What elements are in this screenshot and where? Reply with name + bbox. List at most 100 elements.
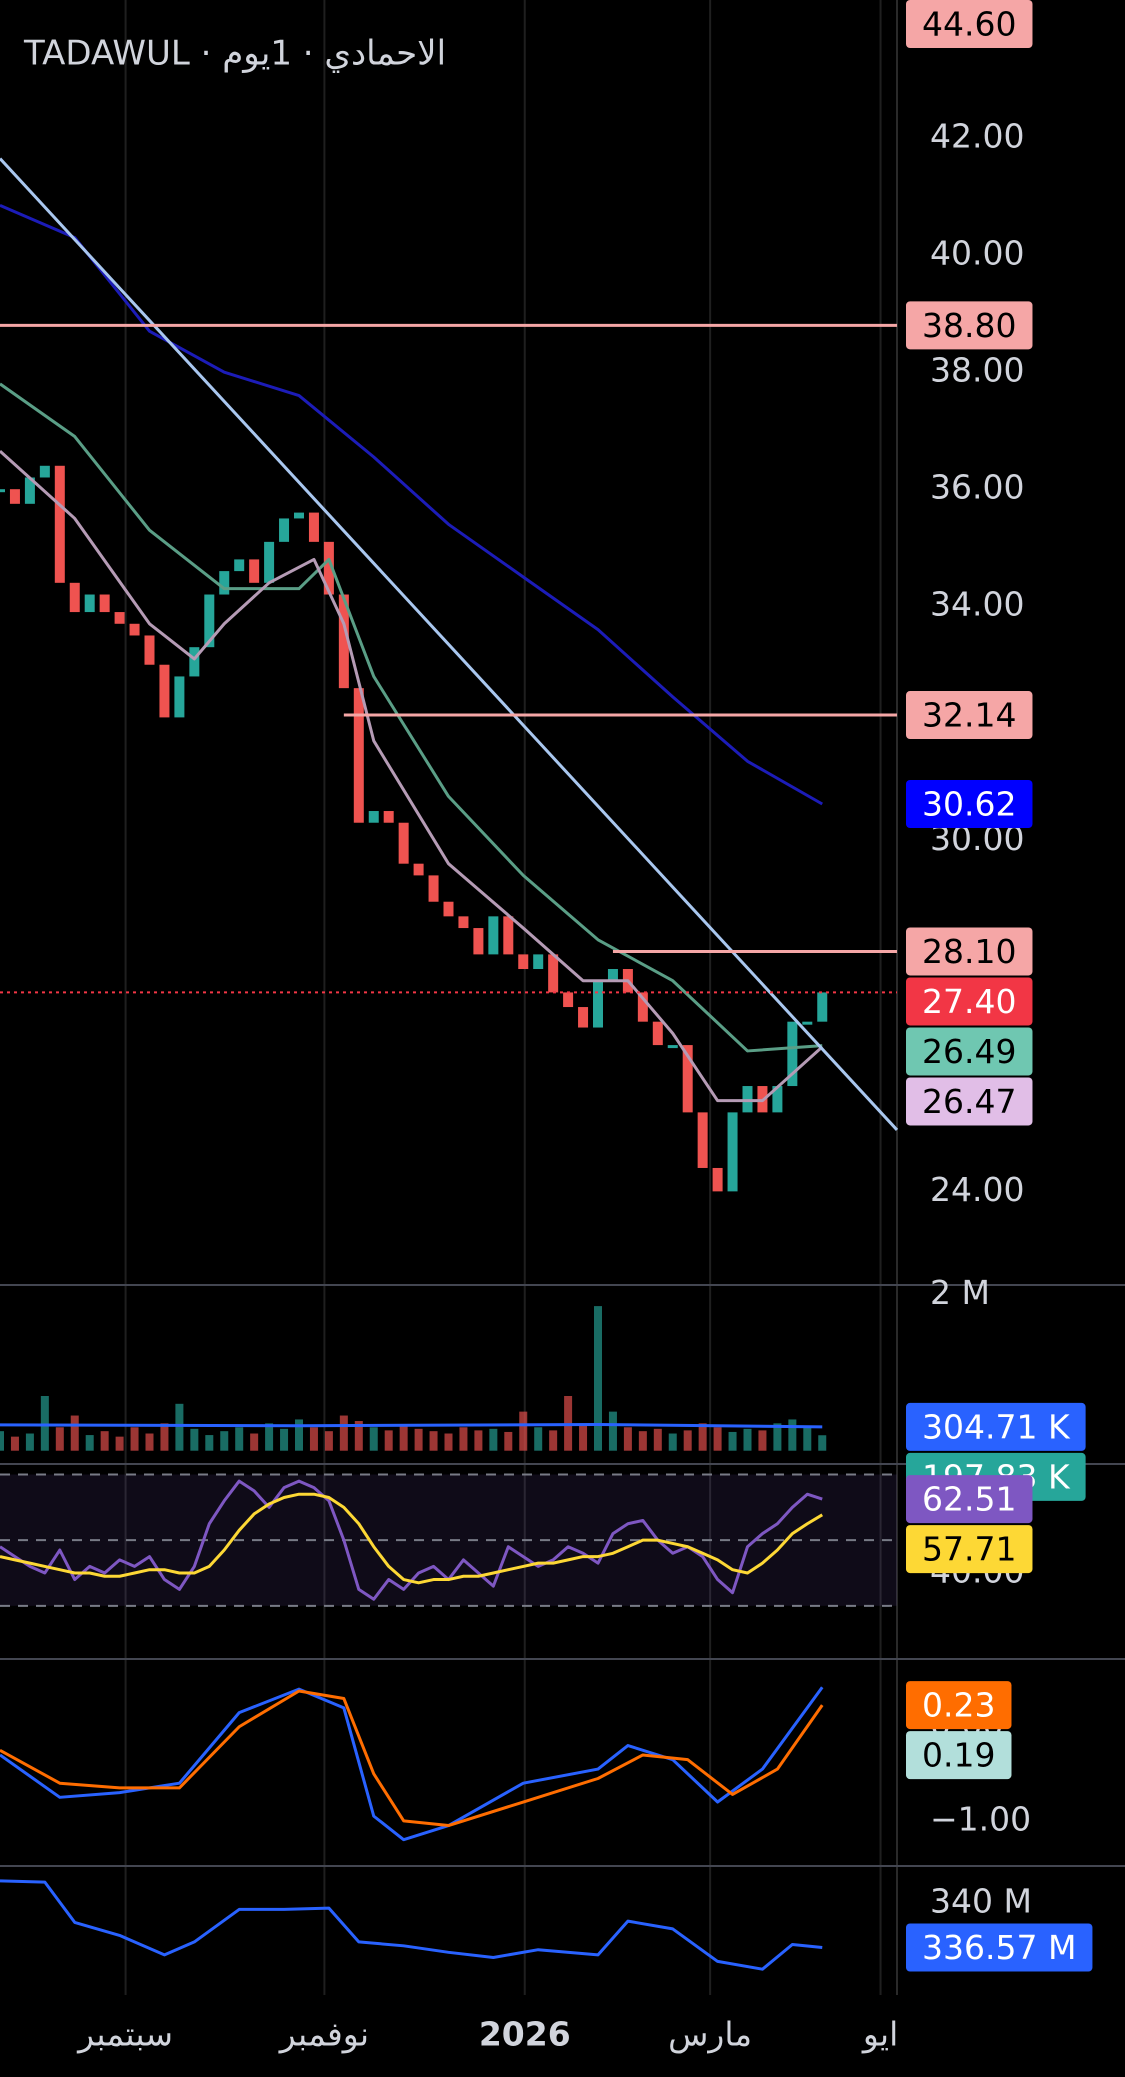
price-badge: [906, 1731, 1012, 1780]
candle: [114, 612, 125, 624]
volume-bar: [324, 1431, 333, 1451]
candle: [174, 676, 185, 718]
y-tick-label: 40.00: [930, 234, 1024, 273]
volume-bar: [205, 1435, 214, 1451]
candle: [443, 901, 454, 917]
price-badge: [906, 1027, 1033, 1076]
y-tick-label: 24.00: [930, 1170, 1024, 1209]
volume-bar: [818, 1435, 827, 1451]
candle: [787, 1021, 798, 1087]
volume-bar: [788, 1419, 797, 1451]
candle: [428, 875, 439, 902]
volume-bar: [399, 1425, 408, 1451]
candle: [84, 594, 95, 613]
candle: [24, 477, 35, 504]
volume-bar: [130, 1427, 139, 1451]
candle: [548, 954, 559, 993]
volume-bar: [489, 1428, 498, 1451]
candle: [353, 688, 364, 823]
candle: [413, 863, 424, 876]
candle: [458, 916, 469, 929]
candle: [0, 489, 5, 493]
series-line: [0, 1879, 823, 1971]
candle: [39, 465, 50, 478]
candle: [323, 541, 334, 595]
price-badge: [906, 1402, 1086, 1451]
volume-bar: [145, 1433, 154, 1451]
volume-bar: [339, 1415, 348, 1451]
y-tick-label: −1.00: [930, 1799, 1031, 1838]
price-badge-label: 27.40: [922, 982, 1016, 1021]
volume-bar: [295, 1419, 303, 1451]
candle: [54, 465, 65, 583]
volume-bar: [115, 1436, 124, 1451]
volume-bar: [354, 1421, 363, 1451]
volume-bar: [444, 1433, 453, 1451]
volume-bar: [309, 1427, 318, 1451]
candle: [219, 571, 230, 595]
price-badge: [906, 301, 1033, 350]
volume-bar: [10, 1436, 19, 1451]
volume-bar: [414, 1428, 423, 1451]
candle: [697, 1112, 708, 1168]
candle: [637, 992, 648, 1022]
price-badge: [906, 1077, 1033, 1126]
volume-bar: [504, 1431, 513, 1451]
volume-bar: [773, 1423, 782, 1451]
y-tick-label: 36.00: [930, 468, 1024, 507]
candle: [368, 811, 379, 823]
price-badge-label: 62.51: [922, 1480, 1016, 1519]
candle: [338, 594, 349, 689]
volume-bar: [728, 1431, 737, 1451]
y-tick-label: 34.00: [930, 585, 1024, 624]
candle: [294, 512, 304, 519]
price-badge: [906, 1475, 1033, 1524]
volume-bar: [549, 1430, 558, 1451]
volume-bar: [579, 1423, 588, 1451]
y-tick-label: 42.00: [930, 117, 1024, 156]
candle: [652, 1021, 663, 1046]
price-badge: [906, 691, 1033, 740]
series-line: [0, 1686, 824, 1842]
candle: [234, 559, 245, 572]
candle: [578, 1007, 589, 1028]
volume-bar: [85, 1435, 94, 1451]
volume-bar: [474, 1430, 483, 1451]
volume-bar: [803, 1425, 812, 1451]
volume-bar: [608, 1411, 617, 1451]
volume-bar: [519, 1411, 528, 1451]
candle: [682, 1045, 693, 1113]
price-badge: [906, 1681, 1012, 1730]
series-line: [0, 157, 899, 1131]
volume-bar: [653, 1428, 662, 1451]
candle: [712, 1167, 723, 1192]
price-badge-label: 32.14: [922, 696, 1016, 735]
price-badge-label: 57.71: [922, 1530, 1016, 1569]
candle: [772, 1086, 783, 1113]
volume-bar: [698, 1423, 707, 1451]
candle: [398, 822, 409, 864]
candle: [802, 1021, 813, 1025]
volume-bar: [668, 1433, 677, 1451]
volume-bar: [0, 1431, 4, 1451]
candle: [817, 992, 828, 1022]
price-badge: [906, 0, 1033, 48]
volume-bar: [70, 1415, 79, 1451]
series-line: [0, 382, 823, 1053]
candle: [503, 916, 514, 955]
price-badge-label: 304.71 K: [922, 1407, 1071, 1446]
series-line: [0, 204, 823, 806]
x-tick-label: مارس: [668, 2015, 752, 2054]
candle: [99, 594, 110, 613]
x-tick-label: 2026: [479, 2015, 571, 2054]
volume-bar: [40, 1395, 49, 1451]
price-badge-label: 30.62: [922, 785, 1016, 824]
price-badge-label: 26.47: [922, 1082, 1016, 1121]
candle: [249, 559, 260, 583]
candle: [129, 623, 140, 636]
series-line: [0, 1423, 823, 1429]
volume-bar: [175, 1403, 184, 1451]
x-tick-label: نوفمبر: [278, 2015, 369, 2054]
y-tick-label: 2 M: [930, 1273, 990, 1312]
